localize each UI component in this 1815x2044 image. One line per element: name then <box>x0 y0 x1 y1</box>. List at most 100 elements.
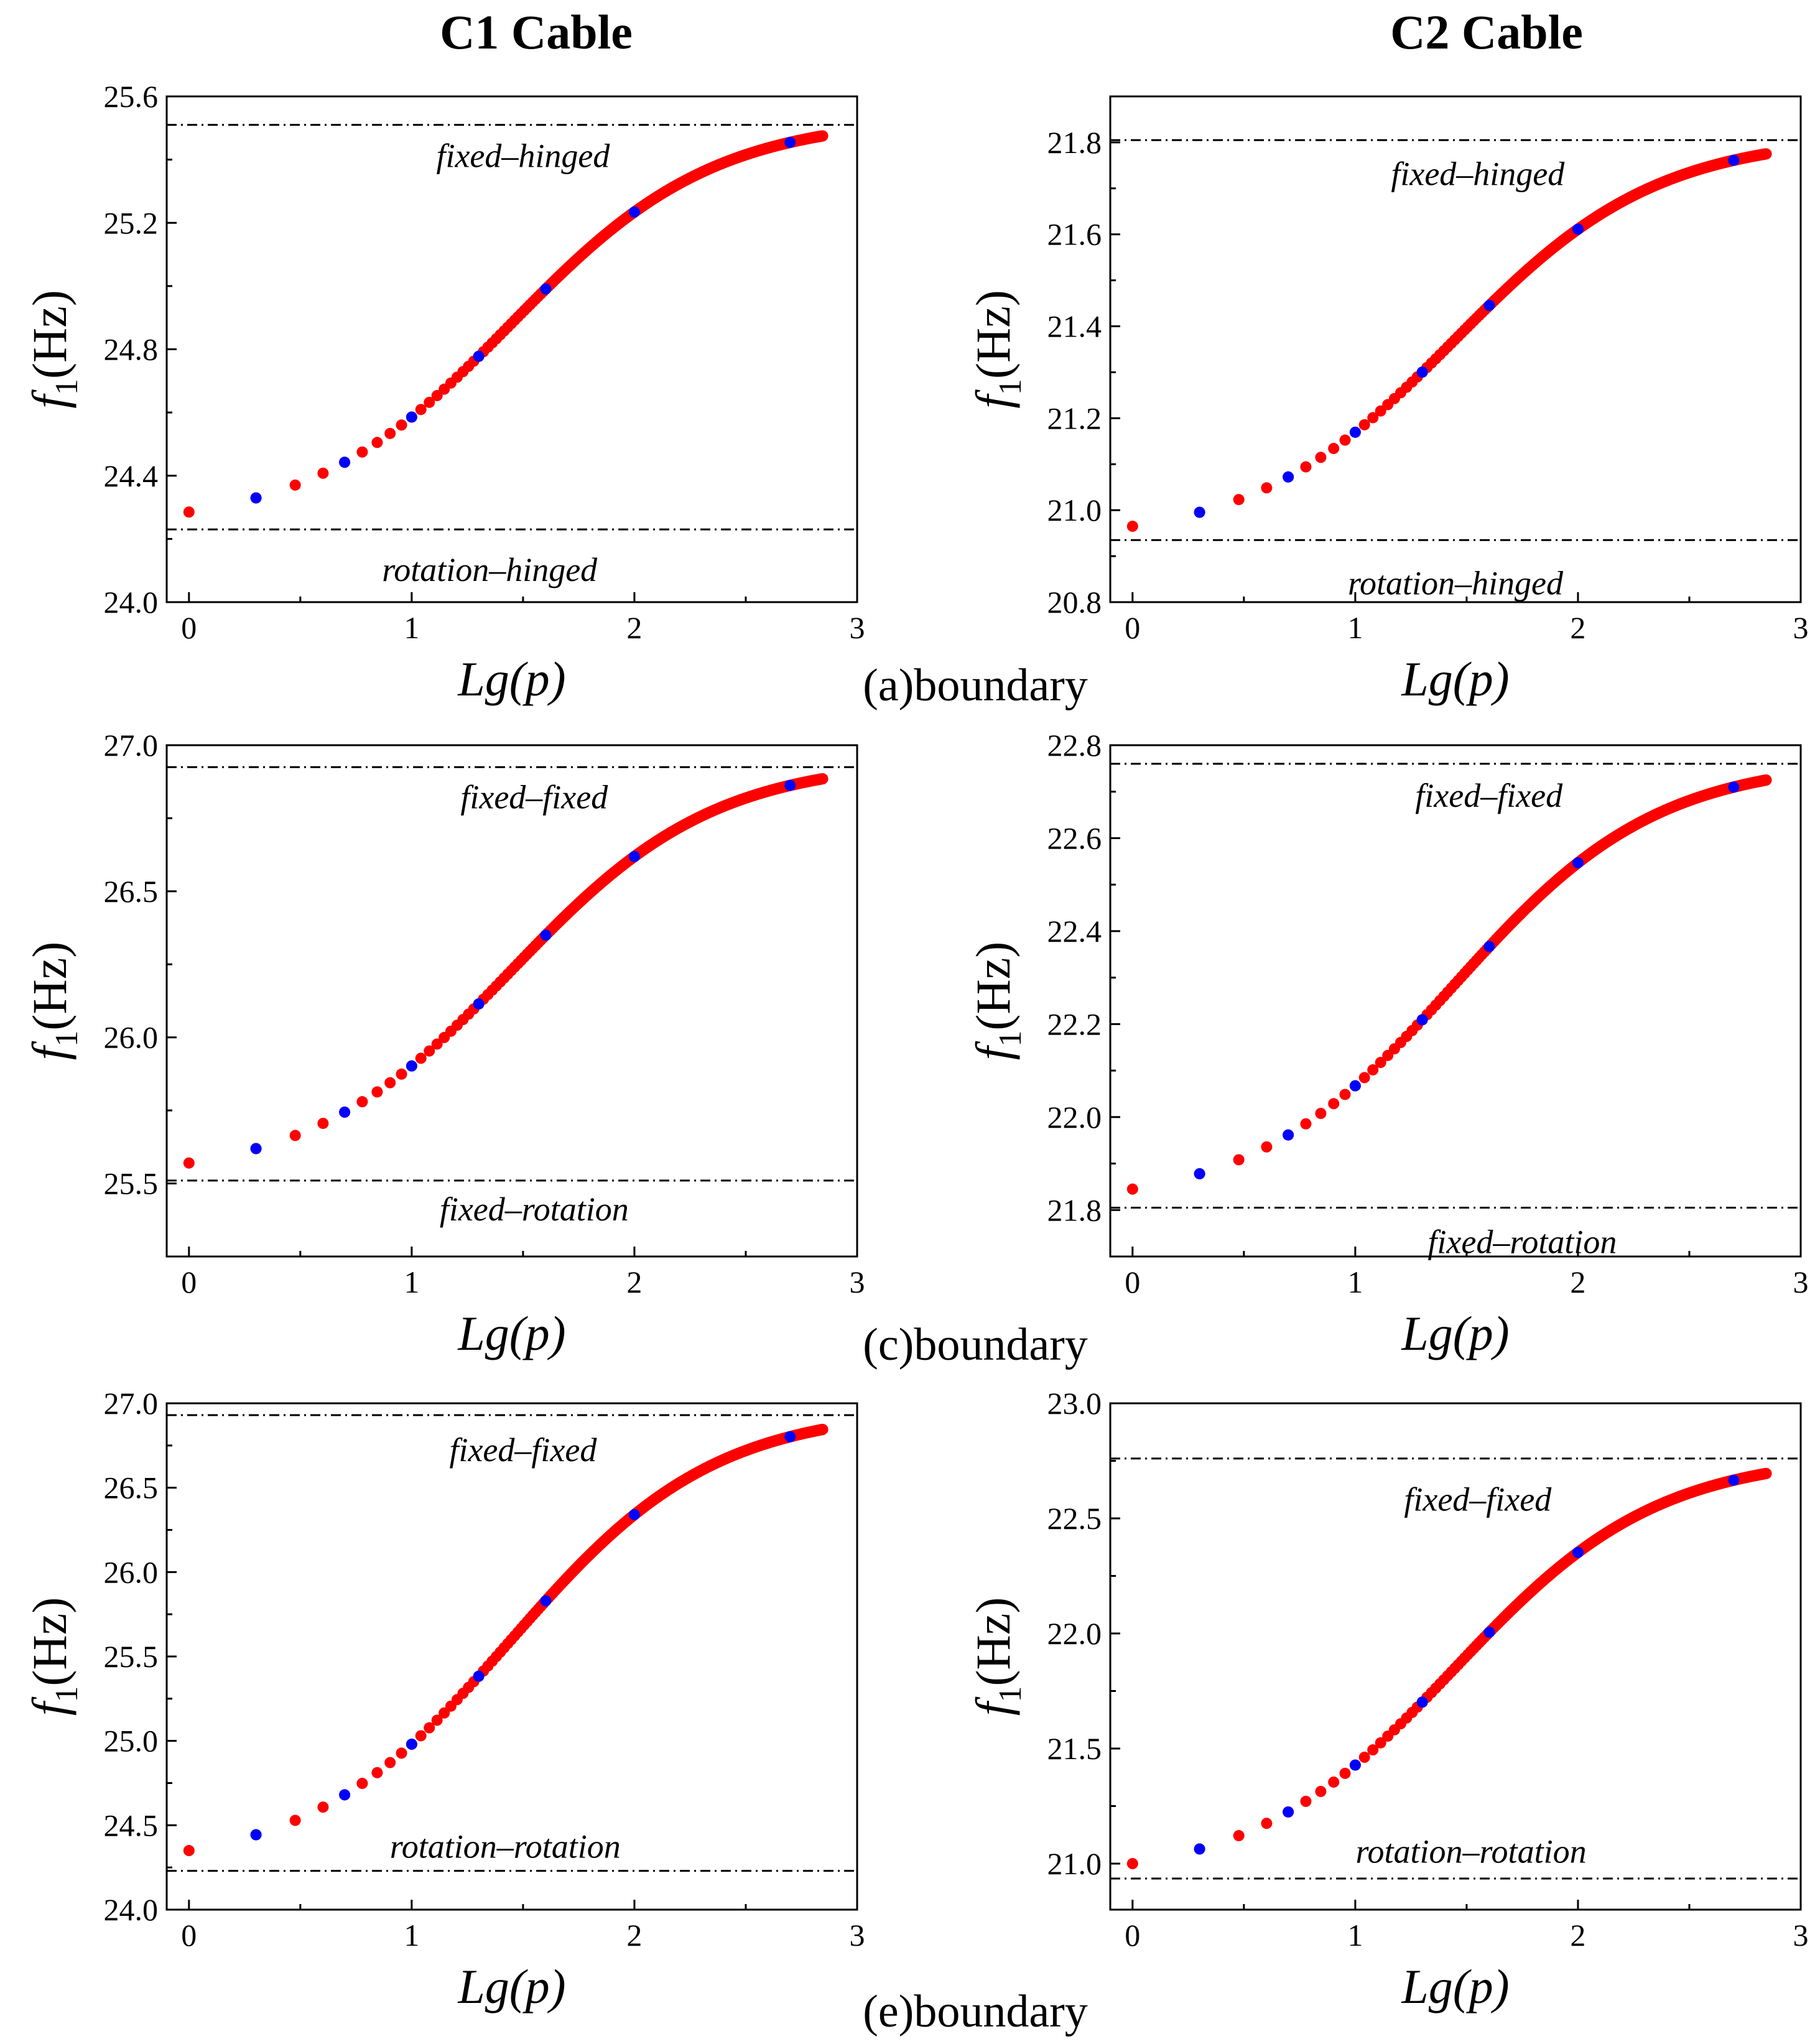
data-point-red <box>424 396 435 408</box>
y-axis-title: f1(Hz) <box>22 1597 85 1716</box>
data-point-red <box>1358 1752 1370 1763</box>
data-point-blue <box>473 1670 485 1682</box>
data-point-red <box>415 404 427 416</box>
y-axis-title-unit: (Hz) <box>966 1597 1020 1686</box>
data-point-blue <box>473 998 485 1010</box>
data-point-red <box>384 1757 396 1768</box>
y-tick-label: 24.5 <box>104 1808 159 1842</box>
x-tick-label: 3 <box>850 1265 865 1299</box>
data-point-red <box>1315 1107 1327 1119</box>
y-axis-title: f1(Hz) <box>966 942 1028 1061</box>
data-point-blue <box>784 136 796 148</box>
y-tick-label: 24.0 <box>104 585 159 620</box>
chart-panel-e-c1: 0 1 2 3 24.0 24.5 25.0 25.5 26.0 26.5 27.0 fixed–fi… <box>22 1386 865 2014</box>
data-point-red <box>1339 434 1351 446</box>
data-point-red <box>1261 1818 1273 1829</box>
data-point-blue <box>473 350 485 362</box>
y-axis-title-subscript: 1 <box>49 379 85 395</box>
x-axis-title: Lg(p) <box>1401 1306 1509 1360</box>
y-tick-label: 26.0 <box>104 1554 159 1589</box>
data-point-red <box>396 1747 407 1759</box>
data-point-red <box>424 1722 435 1734</box>
data-point-red <box>1367 1064 1379 1075</box>
y-tick-label: 26.0 <box>104 1020 159 1055</box>
data-point-blue <box>1572 1546 1584 1558</box>
chart-panel-a-c2: 0 1 2 3 20.8 21.0 21.2 21.4 21.6 21.8 fixed–hinged… <box>966 95 1809 706</box>
chart-panel-c-c2: 0 1 2 3 21.8 22.0 22.2 22.4 22.6 22.8 fixed–fixed f… <box>966 728 1809 1360</box>
y-axis-title-subscript: 1 <box>993 1686 1028 1703</box>
y-tick-label: 22.5 <box>1047 1501 1102 1536</box>
data-point-red <box>1328 442 1340 454</box>
y-tick-label: 25.5 <box>104 1166 159 1201</box>
y-tick-label: 22.4 <box>1047 914 1102 949</box>
y-tick-label: 27.0 <box>104 728 159 763</box>
data-point-blue <box>784 779 796 791</box>
plot-frame <box>1109 1402 1802 1911</box>
data-point-blue <box>628 1508 640 1520</box>
y-axis-title-unit: (Hz) <box>22 290 77 379</box>
data-point-red <box>1233 1154 1245 1166</box>
data-point-red <box>1300 1118 1312 1130</box>
data-point-blue <box>628 206 640 218</box>
x-tick-label: 0 <box>1125 1918 1140 1953</box>
data-point-blue <box>628 850 640 862</box>
data-point-red <box>289 479 301 491</box>
data-point-red <box>1328 1776 1340 1788</box>
data-point-blue <box>1728 154 1740 166</box>
data-point-blue <box>1416 1014 1428 1026</box>
data-point-red <box>1315 452 1327 463</box>
y-tick-label: 20.8 <box>1047 585 1102 620</box>
y-tick-label: 24.4 <box>104 458 159 493</box>
data-point-red <box>1375 1057 1386 1069</box>
y-tick-label: 22.8 <box>1047 728 1102 763</box>
x-tick-label: 2 <box>626 610 642 645</box>
reference-label-lower: fixed–rotation <box>1427 1224 1617 1261</box>
y-tick-label: 21.6 <box>1047 217 1102 252</box>
y-axis-title-subscript: 1 <box>993 379 1028 395</box>
y-tick-label: 24.0 <box>104 1892 159 1927</box>
data-point-red <box>1126 521 1138 532</box>
reference-label-upper: fixed–hinged <box>436 137 610 175</box>
plot-frame <box>1109 95 1802 603</box>
y-axis-title-unit: (Hz) <box>22 1597 77 1686</box>
data-point-blue <box>1728 781 1740 793</box>
reference-label-lower: rotation–rotation <box>390 1828 621 1865</box>
chart-panel-c-c1: 0 1 2 3 25.5 26.0 26.5 27.0 fixed–fixed fixed–rot… <box>22 728 865 1360</box>
x-tick-label: 2 <box>1570 1265 1585 1299</box>
data-point-red <box>1233 494 1245 506</box>
x-axis-title: Lg(p) <box>457 1959 565 2014</box>
data-point-red <box>431 1714 443 1726</box>
data-point-red <box>356 1778 368 1790</box>
x-tick-label: 1 <box>1347 1918 1363 1953</box>
reference-label-lower: fixed–rotation <box>440 1191 629 1228</box>
row-caption-a: (a)boundary <box>863 660 1088 711</box>
data-point-red <box>317 1117 329 1129</box>
data-point-red <box>1375 1737 1386 1749</box>
x-tick-label: 2 <box>1570 610 1585 645</box>
data-point-blue <box>540 283 552 295</box>
reference-label-upper: fixed–fixed <box>1404 1480 1552 1518</box>
data-point-blue <box>540 1595 552 1607</box>
x-tick-label: 3 <box>1793 610 1809 645</box>
x-tick-label: 0 <box>181 1265 197 1299</box>
data-point-blue <box>339 1789 351 1801</box>
data-point-red <box>183 1845 195 1857</box>
y-axis-title-subscript: 1 <box>49 1686 85 1703</box>
y-axis-title-subscript: 1 <box>49 1031 85 1047</box>
plot-frame <box>165 744 858 1258</box>
data-point-red <box>1300 1795 1312 1807</box>
x-tick-label: 0 <box>181 1918 197 1953</box>
data-point-red <box>371 1767 383 1778</box>
y-tick-label: 21.8 <box>1047 1192 1102 1227</box>
y-axis-title-unit: (Hz) <box>966 290 1020 379</box>
reference-label-upper: fixed–fixed <box>449 1431 597 1469</box>
plot-frame <box>1109 744 1802 1258</box>
data-point-red <box>371 437 383 448</box>
data-point-red <box>1760 148 1772 160</box>
x-tick-label: 3 <box>1793 1265 1809 1299</box>
data-point-red <box>1233 1830 1245 1842</box>
data-point-red <box>384 1077 396 1089</box>
data-point-blue <box>1194 506 1205 518</box>
data-point-blue <box>1349 1080 1361 1092</box>
data-point-blue <box>1728 1474 1740 1486</box>
